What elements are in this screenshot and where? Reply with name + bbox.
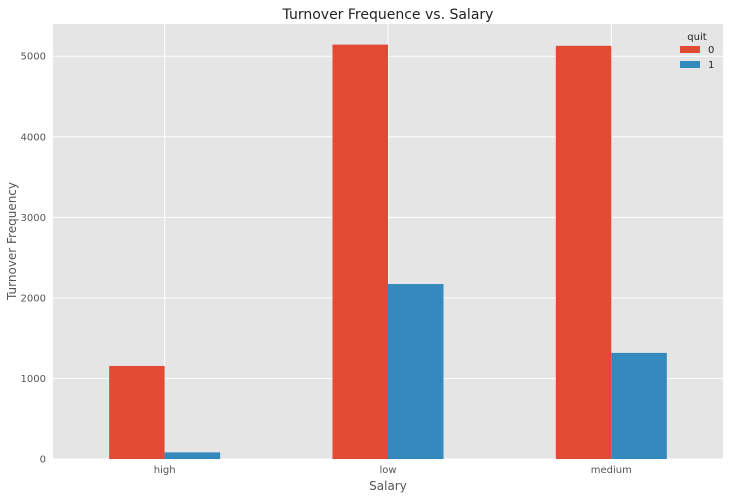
bar-series-1-high <box>164 452 221 459</box>
x-axis-ticks: high low medium <box>154 465 632 476</box>
legend: quit 0 1 <box>680 32 714 71</box>
legend-swatch-series-0 <box>680 46 700 53</box>
bar-series-0-high <box>109 365 165 459</box>
legend-label-series-1: 1 <box>708 60 714 71</box>
y-tick-label: 0 <box>40 455 46 466</box>
y-tick-label: 5000 <box>21 52 46 63</box>
x-tick-label: high <box>154 465 176 476</box>
y-tick-label: 3000 <box>21 213 46 224</box>
bar-series-0-low <box>332 44 388 459</box>
y-axis-ticks: 0 1000 2000 3000 4000 5000 <box>21 52 46 466</box>
x-tick-label: medium <box>591 465 632 476</box>
y-tick-label: 4000 <box>21 132 46 143</box>
bar-series-1-low <box>388 284 444 459</box>
x-axis-label: Salary <box>369 479 407 493</box>
legend-title: quit <box>687 32 706 43</box>
bar-series-1-medium <box>611 352 667 459</box>
y-axis-label: Turnover Frequency <box>5 182 19 301</box>
legend-swatch-series-1 <box>680 61 700 68</box>
legend-label-series-0: 0 <box>708 45 714 56</box>
bars <box>109 44 667 459</box>
x-tick-label: low <box>379 465 396 476</box>
bar-series-0-medium <box>555 45 612 459</box>
chart-title: Turnover Frequence vs. Salary <box>282 7 494 23</box>
y-tick-label: 2000 <box>21 293 46 304</box>
y-tick-label: 1000 <box>21 374 46 385</box>
